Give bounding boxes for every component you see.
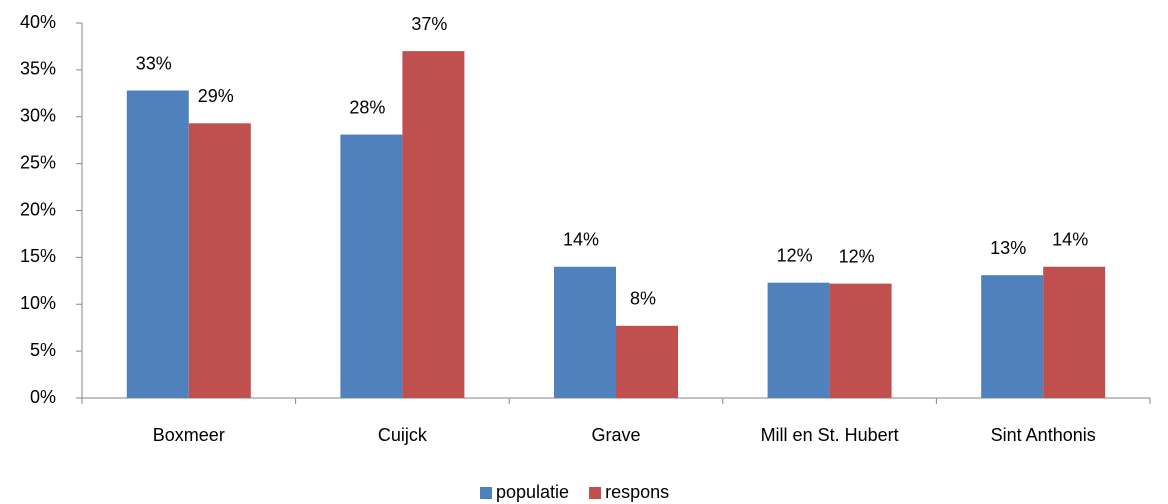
value-label: 14% xyxy=(1052,230,1088,250)
bar xyxy=(188,123,251,398)
x-tick-label: Grave xyxy=(591,425,640,445)
bar xyxy=(126,90,189,398)
y-tick-label: 0% xyxy=(30,387,56,407)
bar xyxy=(1043,266,1106,398)
value-label: 13% xyxy=(990,238,1026,258)
bar xyxy=(402,51,465,398)
x-tick-label: Sint Anthonis xyxy=(991,425,1096,445)
y-tick-label: 10% xyxy=(20,293,56,313)
x-tick-label: Mill en St. Hubert xyxy=(761,425,899,445)
value-label: 12% xyxy=(839,246,875,266)
value-label: 14% xyxy=(563,230,599,250)
bar xyxy=(616,325,678,398)
x-tick-label: Boxmeer xyxy=(153,425,225,445)
y-tick-label: 15% xyxy=(20,246,56,266)
bar xyxy=(767,282,830,398)
bar xyxy=(340,134,403,398)
legend-label: populatie xyxy=(496,482,569,502)
value-label: 8% xyxy=(630,289,656,309)
x-tick-label: Cuijck xyxy=(378,425,428,445)
bar xyxy=(981,275,1044,398)
bar xyxy=(554,266,616,398)
y-tick-label: 35% xyxy=(20,59,56,79)
bar xyxy=(829,283,892,398)
y-tick-label: 20% xyxy=(20,199,56,219)
y-tick-label: 5% xyxy=(30,340,56,360)
y-tick-label: 25% xyxy=(20,152,56,172)
value-label: 33% xyxy=(136,53,172,73)
value-label: 28% xyxy=(349,97,385,117)
value-label: 29% xyxy=(198,86,234,106)
y-tick-label: 40% xyxy=(20,12,56,32)
value-label: 12% xyxy=(777,245,813,265)
legend-label: respons xyxy=(605,482,669,502)
value-label: 37% xyxy=(411,14,447,34)
legend-swatch xyxy=(589,487,602,499)
legend-swatch xyxy=(480,487,492,499)
y-tick-label: 30% xyxy=(20,106,56,126)
